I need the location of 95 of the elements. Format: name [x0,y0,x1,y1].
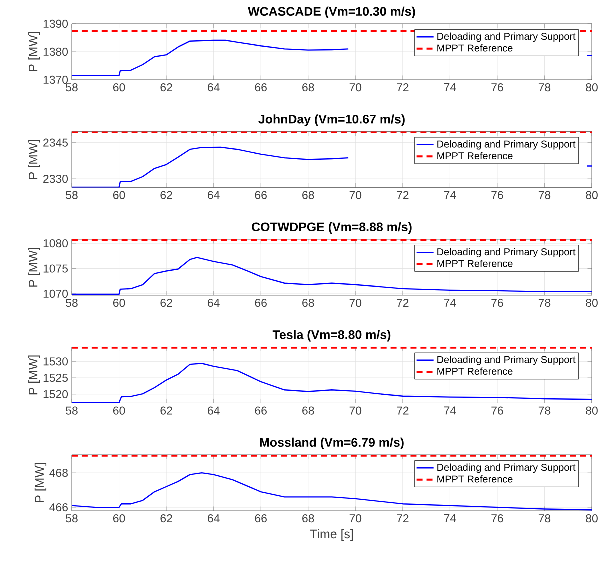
x-tick-label: 72 [397,299,409,308]
y-tick-label: 1380 [44,48,68,56]
legend-label: Deloading and Primary Support [438,32,576,42]
y-tick-label: 1070 [44,290,68,298]
y-tick-label: 2330 [44,174,68,184]
x-tick-label: 72 [397,514,409,523]
y-axis-title: P [MW] [28,248,40,287]
legend-label: Deloading and Primary Support [438,464,576,474]
x-tick-label: 74 [444,299,456,307]
legend-label: Deloading and Primary Support [438,140,576,150]
legend-label: MPPT Reference [438,44,513,52]
x-tick-label: 58 [66,191,78,200]
x-tick-label: 76 [492,299,504,308]
legend-label: MPPT Reference [438,260,513,268]
x-tick-label: 64 [208,514,220,523]
x-tick-label: 60 [113,514,126,523]
x-tick-label: 68 [302,406,314,415]
x-tick-label: 68 [302,191,314,200]
x-tick-label: 68 [302,299,314,308]
x-tick-label: 62 [160,84,172,92]
x-tick-label: 58 [66,406,78,415]
line-series [72,257,592,296]
x-tick-label: 72 [397,406,409,415]
legend-label: Deloading and Primary Support [438,248,576,258]
x-tick-label: 78 [538,514,551,523]
x-tick-label: 66 [255,406,267,415]
x-tick-label: 70 [350,84,362,92]
x-tick-label: 62 [160,406,172,415]
x-tick-label: 80 [586,84,598,92]
y-tick-label: 1370 [44,76,68,84]
x-tick-label: 74 [444,84,456,92]
x-tick-label: 66 [255,191,267,200]
x-tick-label: 76 [492,191,504,200]
x-tick-label: 58 [66,299,78,308]
x-tick-label: 60 [113,84,126,92]
x-tick-label: 74 [444,191,456,200]
x-tick-label: 58 [66,514,78,523]
y-axis-title: P [MW] [34,463,47,502]
y-tick-label: 468 [50,469,68,478]
y-tick-label: 466 [50,503,68,512]
chart-title: JohnDay (Vm=10.67 m/s) [258,114,405,126]
x-tick-label: 62 [160,514,172,523]
x-axis-title: Time [s] [310,529,354,542]
y-axis-title: P [MW] [28,32,40,72]
x-tick-label: 74 [444,406,456,415]
x-tick-label: 64 [208,84,220,92]
x-tick-label: 80 [586,191,598,200]
chart-title: Tesla (Vm=8.80 m/s) [272,330,391,342]
y-tick-label: 2345 [44,138,68,147]
chart-title: COTWDPGE (Vm=8.88 m/s) [252,222,412,234]
x-tick-label: 76 [492,84,504,92]
x-tick-label: 78 [538,84,551,92]
legend-label: MPPT Reference [438,152,513,160]
x-tick-label: 68 [302,84,314,92]
chart-title: Mossland (Vm=6.79 m/s) [260,438,404,450]
x-tick-label: 62 [160,299,172,308]
x-tick-label: 78 [538,299,551,308]
chart-title: WCASCADE (Vm=10.30 m/s) [248,6,416,18]
x-tick-label: 70 [350,299,362,308]
legend-label: Deloading and Primary Support [438,356,576,366]
x-tick-label: 64 [208,191,220,200]
x-tick-label: 66 [255,514,267,523]
x-tick-label: 66 [255,84,267,92]
x-tick-label: 64 [208,299,220,308]
x-tick-label: 72 [397,191,409,200]
y-tick-label: 1520 [44,390,68,398]
y-tick-label: 1080 [44,239,68,248]
x-tick-label: 70 [350,406,362,415]
x-tick-label: 64 [208,406,220,415]
y-tick-label: 1525 [44,374,68,382]
x-tick-label: 58 [66,84,78,92]
x-tick-label: 76 [492,514,504,523]
x-tick-label: 68 [302,514,314,523]
x-tick-label: 80 [586,514,598,523]
x-tick-label: 74 [444,514,456,522]
legend-label: MPPT Reference [438,475,513,483]
y-axis-title: P [MW] [28,140,40,180]
x-tick-label: 60 [113,406,126,415]
x-tick-label: 78 [538,406,551,415]
y-tick-label: 1075 [44,264,68,273]
y-axis-title: P [MW] [28,356,40,395]
y-tick-label: 1530 [44,358,68,366]
x-tick-label: 76 [492,406,504,415]
x-tick-label: 66 [255,299,267,308]
x-tick-label: 78 [538,191,551,200]
legend-label: MPPT Reference [438,368,513,376]
x-tick-label: 72 [397,84,409,92]
x-tick-label: 62 [160,191,172,200]
x-tick-label: 60 [113,191,126,200]
x-tick-label: 80 [586,406,598,415]
x-tick-label: 70 [350,191,362,200]
x-tick-label: 80 [586,299,598,308]
x-tick-label: 60 [113,299,126,308]
y-tick-label: 1390 [44,20,68,28]
x-tick-label: 70 [350,514,362,523]
